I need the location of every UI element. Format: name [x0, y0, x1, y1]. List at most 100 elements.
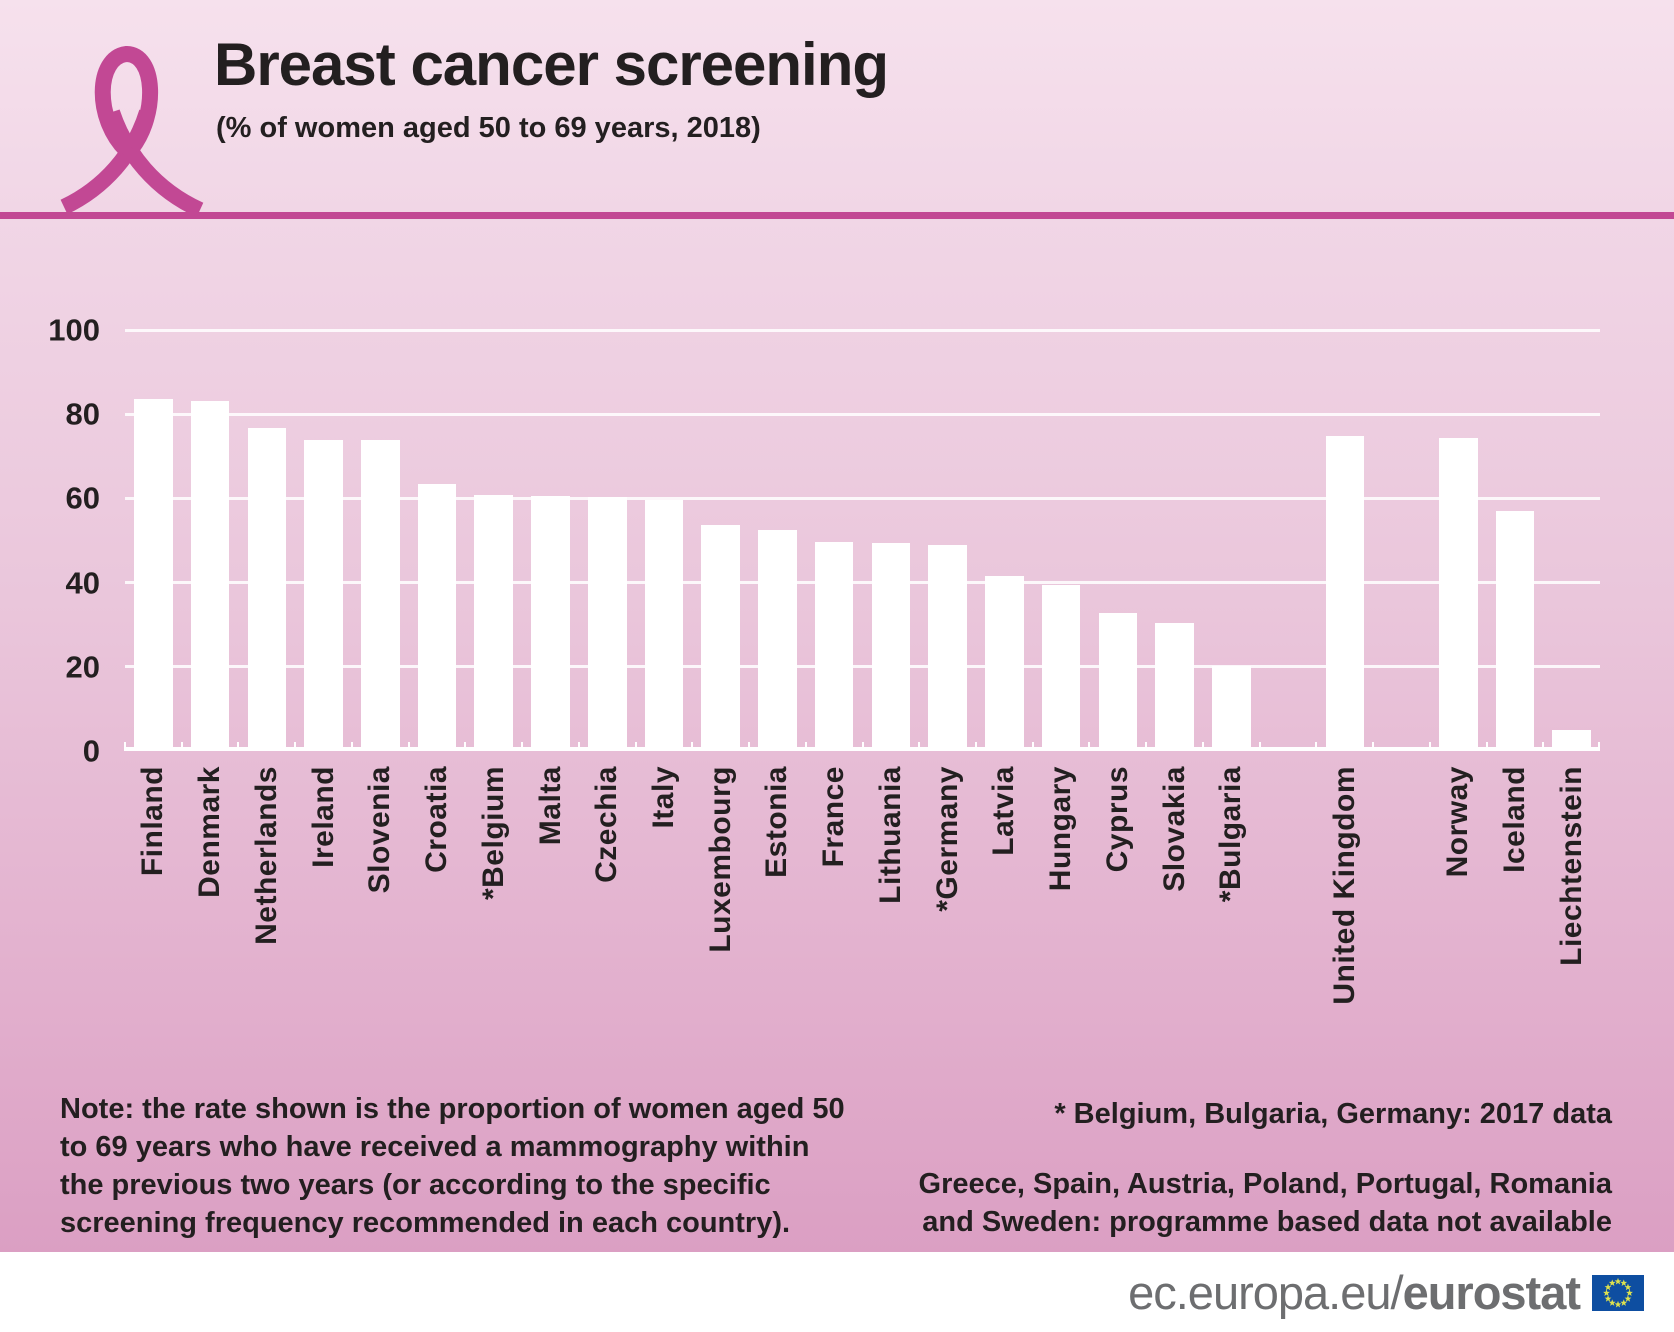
y-tick-label-40: 40 — [65, 565, 100, 601]
x-label-cell: Czechia — [579, 766, 636, 1066]
x-label-cell: Hungary — [1033, 766, 1090, 1066]
x-axis-labels: Finland Denmark Netherlands Ireland Slovenia… — [125, 766, 1600, 1066]
x-label-cell: France — [806, 766, 863, 1066]
axis-tick — [804, 742, 807, 751]
bar-slovakia — [1155, 623, 1194, 751]
eu-flag-star — [1620, 1299, 1628, 1306]
bar-slot-unitedkingdom — [1315, 330, 1373, 751]
x-tick-label-italy: Italy — [646, 766, 680, 829]
x-label-cell: Cyprus — [1089, 766, 1146, 1066]
breast-cancer-ribbon-icon — [60, 45, 204, 218]
x-label-cell: Croatia — [409, 766, 466, 1066]
y-axis-labels: 0 20 40 60 80 100 — [28, 315, 100, 767]
url-prefix: ec.europa.eu/ — [1128, 1265, 1403, 1319]
bar-slot-croatia — [407, 330, 466, 751]
x-label-cell: *Germany — [919, 766, 976, 1066]
axis-tick — [1485, 742, 1488, 751]
axis-tick — [521, 742, 524, 751]
axis-tick — [918, 742, 921, 751]
axis-tick — [180, 742, 183, 751]
bar-italy — [644, 500, 684, 751]
x-label-cell: Netherlands — [238, 766, 295, 1066]
axis-tick — [1031, 742, 1034, 751]
plot-area — [124, 328, 1600, 751]
bar-slot-finland — [124, 330, 182, 751]
axis-tick — [1088, 742, 1091, 751]
x-label-cell: *Bulgaria — [1203, 766, 1260, 1066]
x-label-cell: Slovenia — [352, 766, 409, 1066]
axis-tick — [124, 742, 126, 751]
bar-slot-ireland — [294, 330, 352, 751]
bar-croatia — [417, 484, 457, 751]
bar-slot-italy — [634, 330, 693, 751]
x-tick-label-netherlands: Netherlands — [249, 766, 283, 945]
gridline-40 — [125, 581, 1600, 585]
y-tick-label-20: 20 — [65, 649, 100, 685]
eu-flag-star — [1604, 1295, 1612, 1302]
bar-latvia — [985, 575, 1024, 751]
x-tick-label-belgium: *Belgium — [476, 766, 510, 901]
axis-tick — [1315, 742, 1318, 751]
eu-flag-star — [1626, 1289, 1633, 1296]
bar-luxembourg — [701, 525, 740, 751]
axis-tick — [1372, 742, 1375, 751]
x-tick-label-france: France — [817, 766, 851, 868]
x-tick-label-ireland: Ireland — [306, 766, 340, 868]
x-tick-label-latvia: Latvia — [987, 766, 1021, 856]
x-label-cell: Finland — [125, 766, 182, 1066]
accent-divider-line — [0, 212, 1674, 219]
bar-slot-slovakia — [1145, 330, 1203, 751]
bar-slot-france — [804, 330, 863, 751]
x-tick-label-hungary: Hungary — [1044, 766, 1078, 892]
bar-malta — [531, 496, 570, 751]
bar-unitedkingdom — [1325, 436, 1365, 751]
x-label-gap — [1260, 766, 1317, 1066]
x-tick-label-bulgaria: *Bulgaria — [1214, 766, 1248, 903]
y-tick-label-60: 60 — [65, 480, 100, 516]
x-label-cell: Italy — [636, 766, 693, 1066]
axis-tick — [691, 742, 694, 751]
x-label-cell: *Belgium — [465, 766, 522, 1066]
footnote-data-not-available: Greece, Spain, Austria, Poland, Portugal… — [918, 1168, 1612, 1238]
eu-flag-star — [1614, 1277, 1622, 1285]
axis-tick — [634, 742, 637, 751]
bar-iceland — [1495, 510, 1535, 751]
bar-slot-estonia — [748, 330, 806, 751]
x-tick-label-estonia: Estonia — [760, 766, 794, 878]
footnote-2017-data: * Belgium, Bulgaria, Germany: 2017 data — [1054, 1098, 1612, 1130]
gap-slot — [1372, 330, 1430, 751]
bar-slot-czechia — [577, 330, 636, 751]
x-tick-label-germany: *Germany — [930, 766, 964, 912]
x-tick-label-slovakia: Slovakia — [1157, 766, 1191, 892]
gridline-20 — [125, 665, 1600, 669]
axis-tick — [748, 742, 751, 751]
axis-tick — [975, 742, 978, 751]
x-tick-label-cyprus: Cyprus — [1100, 766, 1134, 873]
axis-tick — [350, 742, 353, 751]
eurostat-url: ec.europa.eu/eurostat — [1128, 1265, 1581, 1320]
x-tick-label-denmark: Denmark — [193, 766, 227, 898]
bar-slot-malta — [521, 330, 579, 751]
axis-tick — [861, 742, 864, 751]
eu-flag-star — [1608, 1279, 1616, 1286]
x-label-cell: United Kingdom — [1316, 766, 1373, 1066]
x-tick-label-croatia: Croatia — [420, 766, 454, 873]
x-tick-label-norway: Norway — [1441, 766, 1475, 878]
axis-tick — [1428, 742, 1431, 751]
x-tick-label-luxembourg: Luxembourg — [703, 766, 737, 953]
bar-slovenia — [361, 440, 400, 751]
bar-france — [814, 542, 854, 751]
x-label-cell: Norway — [1430, 766, 1487, 1066]
x-label-gap — [1373, 766, 1430, 1066]
eu-flag-star — [1624, 1295, 1632, 1302]
x-label-cell: Lithuania — [863, 766, 920, 1066]
gap-slot — [1258, 330, 1317, 751]
bar-slot-liechtenstein — [1542, 330, 1600, 751]
bar-slot-netherlands — [237, 330, 295, 751]
x-tick-label-czechia: Czechia — [590, 766, 624, 883]
x-tick-label-slovenia: Slovenia — [363, 766, 397, 894]
x-label-cell: Slovakia — [1146, 766, 1203, 1066]
eu-flag-star — [1604, 1283, 1612, 1291]
axis-end-tick — [1598, 742, 1600, 751]
footer-bar: ec.europa.eu/eurostat — [0, 1252, 1674, 1332]
